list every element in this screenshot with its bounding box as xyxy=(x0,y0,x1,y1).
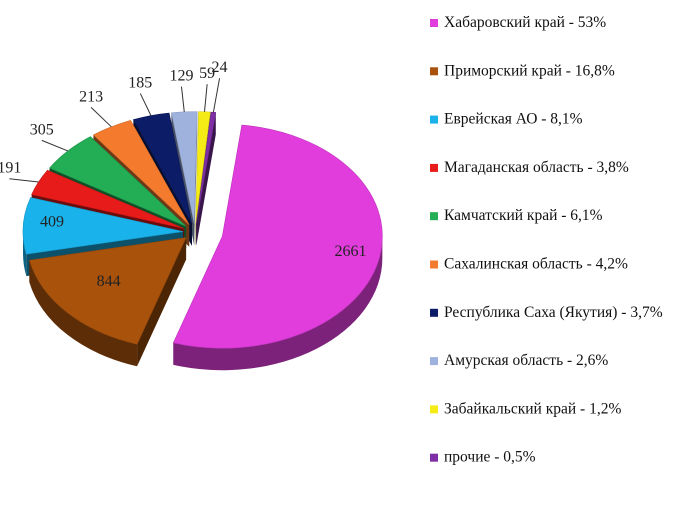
legend-swatch-4 xyxy=(430,212,438,221)
legend-swatch-6 xyxy=(430,308,438,317)
legend-item-5: Сахалинская область - 4,2% xyxy=(430,256,628,273)
pie-slice-1-top xyxy=(28,237,187,345)
legend-swatch-8 xyxy=(430,405,438,414)
legend-label-5: Сахалинская область - 4,2% xyxy=(444,256,628,273)
legend-label-9: прочие - 0,5% xyxy=(444,449,536,466)
pie-slice-2-wall-0 xyxy=(23,231,27,277)
slice-leader-line-9 xyxy=(212,78,221,113)
slice-value-label-5: 213 xyxy=(79,88,103,105)
legend-item-3: Магаданская область - 3,8% xyxy=(430,159,629,176)
slice-value-label-6: 185 xyxy=(128,74,152,91)
pie-slice-0-wall-0 xyxy=(173,236,383,371)
legend-item-8: Забайкальский край - 1,2% xyxy=(430,400,621,417)
slice-value-label-9: 24 xyxy=(212,59,228,76)
legend-label-2: Еврейская АО - 8,1% xyxy=(444,111,583,128)
slice-value-label-2: 409 xyxy=(40,214,64,231)
slice-value-label-0: 2661 xyxy=(334,243,366,260)
pie-slice-6-top xyxy=(132,112,193,225)
legend-swatch-3 xyxy=(430,163,438,172)
legend-label-0: Хабаровский край - 53% xyxy=(444,14,606,31)
legend-swatch-1 xyxy=(430,67,438,76)
legend-item-1: Приморский край - 16,8% xyxy=(430,62,615,79)
slice-leader-line-5 xyxy=(90,107,112,128)
slice-value-label-1: 844 xyxy=(97,273,121,290)
legend-swatch-7 xyxy=(430,357,438,366)
pie-slice-9-edge-1 xyxy=(196,112,216,246)
legend-label-6: Республика Саха (Якутия) - 3,7% xyxy=(444,304,663,321)
pie-slice-1-wall-0 xyxy=(29,260,138,367)
slice-leader-line-8 xyxy=(203,84,208,112)
slice-value-label-3: 191 xyxy=(0,160,21,177)
pie-slice-5-top xyxy=(92,120,190,225)
legend-item-7: Амурская область - 2,6% xyxy=(430,352,608,369)
pie-slice-0 xyxy=(172,124,383,371)
pie-slice-2-top xyxy=(22,197,184,255)
slice-value-label-8: 59 xyxy=(199,65,215,82)
legend-swatch-0 xyxy=(430,19,438,27)
legend-swatch-5 xyxy=(430,260,438,269)
legend-label-8: Забайкальский край - 1,2% xyxy=(444,400,621,417)
legend-item-2: Еврейская АО - 8,1% xyxy=(430,111,583,128)
legend-item-6: Республика Саха (Якутия) - 3,7% xyxy=(430,304,663,321)
slice-value-label-7: 129 xyxy=(169,68,193,85)
pie-slices xyxy=(22,111,383,371)
legend-swatch-9 xyxy=(430,453,438,462)
legend-label-1: Приморский край - 16,8% xyxy=(444,62,615,79)
slice-leader-line-6 xyxy=(139,93,152,116)
legend-label-7: Амурская область - 2,6% xyxy=(444,352,608,369)
pie-slice-8-top xyxy=(195,111,211,224)
legend: Хабаровский край - 53% Приморский край - … xyxy=(430,14,663,466)
legend-label-4: Камчатский край - 6,1% xyxy=(444,207,603,224)
legend-item-9: прочие - 0,5% xyxy=(430,449,536,466)
legend-label-3: Магаданская область - 3,8% xyxy=(444,159,629,176)
legend-swatch-2 xyxy=(430,115,438,124)
pie-slice-1 xyxy=(28,237,187,367)
slice-leader-line-4 xyxy=(41,139,69,152)
slice-value-label-4: 305 xyxy=(30,121,54,138)
pie-slice-9 xyxy=(195,111,217,246)
slice-leader-line-7 xyxy=(180,86,185,112)
pie-slice-1-edge-0 xyxy=(137,237,187,367)
legend-item-0: Хабаровский край - 53% xyxy=(430,14,606,31)
legend-item-4: Камчатский край - 6,1% xyxy=(430,207,603,224)
pie-slice-0-top xyxy=(172,124,383,349)
slice-leader-line-3 xyxy=(9,178,39,183)
